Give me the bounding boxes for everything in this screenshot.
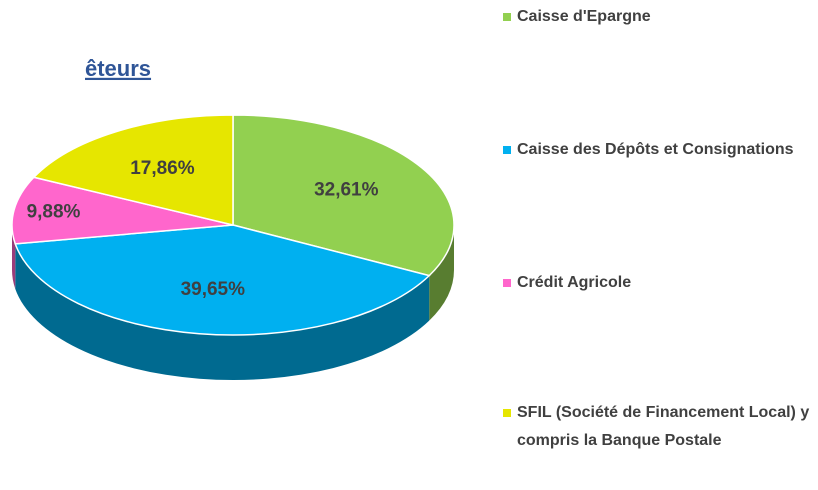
legend-swatch	[503, 146, 511, 154]
slice-side	[12, 225, 16, 289]
pie-slice	[32, 114, 234, 226]
slice-side	[15, 243, 430, 381]
data-label: 32,61%	[314, 180, 379, 201]
pie-slice	[14, 224, 431, 336]
slice-side	[429, 225, 454, 321]
legend-label: Caisse des Dépôts et Consignations	[517, 141, 794, 158]
legend-label: Caisse d'Epargne	[517, 8, 651, 25]
pie-slice	[232, 114, 455, 277]
data-label: 9,88%	[27, 202, 81, 223]
legend-swatch	[503, 409, 511, 417]
chart-title: êteurs	[85, 56, 151, 81]
legend-label: Crédit Agricole	[517, 274, 632, 291]
data-label: 17,86%	[130, 158, 195, 179]
legend-label: SFIL (Société de Financement Local) y co…	[517, 404, 810, 449]
pie-slice	[11, 176, 234, 245]
legend-swatch	[503, 13, 511, 21]
data-label: 39,65%	[181, 279, 246, 300]
legend-swatch	[503, 279, 511, 287]
